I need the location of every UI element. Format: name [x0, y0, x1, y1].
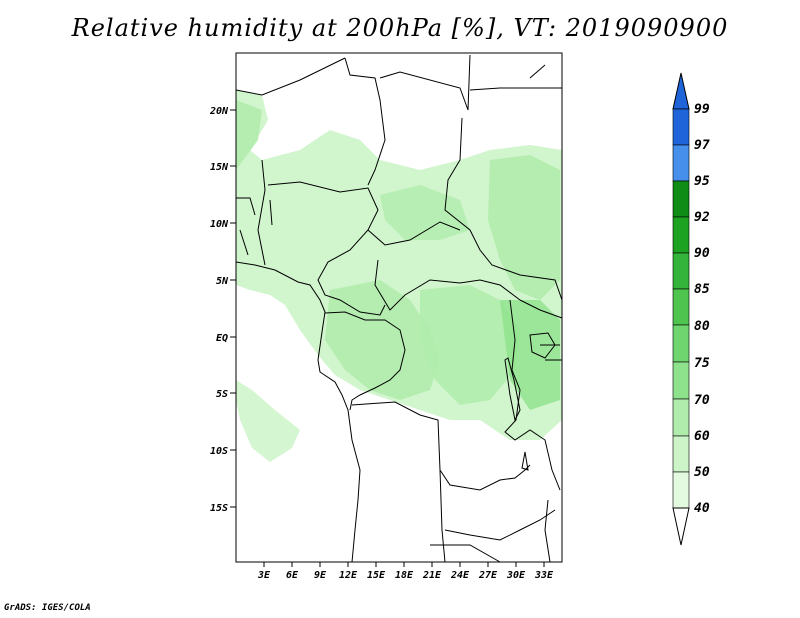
colorbar-segment [672, 252, 690, 290]
colorbar-label: 85 [694, 282, 710, 297]
border-car [367, 221, 521, 311]
border-west-africa-small [236, 197, 273, 256]
humidity-area-east [488, 155, 560, 300]
colorbar-segment [672, 324, 690, 363]
border-great-lakes [504, 299, 561, 491]
lat-tick: 5S [216, 389, 228, 400]
colorbar-segment [672, 180, 690, 218]
colorbar-label: 70 [694, 393, 710, 408]
lat-tick: 10S [210, 446, 228, 457]
colorbar-segment [672, 144, 690, 182]
border-east-africa [519, 299, 563, 361]
colorbar-label: 92 [694, 210, 710, 225]
colorbar-label: 99 [694, 102, 710, 117]
border-nigeria-cameroon [257, 159, 386, 316]
colorbar-label: 50 [694, 465, 710, 480]
lake-victoria [529, 332, 556, 359]
border-southeast [430, 499, 551, 563]
humidity-area-sahel [236, 100, 262, 170]
lon-tick: 9E [314, 570, 327, 581]
colorbar-bottom-arrow [672, 507, 690, 546]
humidity-area-central [420, 285, 520, 405]
humidity-area-congo [325, 280, 440, 400]
lat-tick: 15S [210, 503, 228, 514]
lat-tick: 5N [216, 276, 229, 287]
humidity-fill [236, 90, 562, 462]
colorbar-label: 80 [694, 319, 710, 334]
lake-malawi [521, 451, 529, 471]
lat-axis: 20N 15N 10N 5N EQ 5S 10S 15S [209, 106, 236, 514]
colorbar-label: 75 [694, 356, 710, 371]
colorbar-segment [672, 398, 690, 437]
country-borders [235, 54, 563, 563]
colorbar-segment [672, 435, 690, 473]
lon-tick: 21E [422, 570, 442, 581]
lon-tick: 15E [367, 570, 386, 581]
lake-tanganyika [504, 357, 521, 422]
lon-tick: 12E [339, 570, 358, 581]
colorbar-segment [672, 216, 690, 254]
coastline-west [235, 261, 361, 563]
border-red-sea [469, 64, 562, 91]
lat-tick: 15N [210, 162, 229, 173]
lat-tick: 20N [209, 106, 229, 117]
border-sudan-chad [444, 117, 563, 301]
border-congo-drc [324, 311, 406, 411]
colorbar-label: 40 [694, 501, 710, 516]
lat-tick: EQ [216, 333, 228, 344]
colorbar-segment [672, 108, 690, 146]
colorbar-segment [672, 471, 690, 509]
grads-credit: GrADS: IGES/COLA [4, 603, 91, 613]
humidity-area-west-coast [236, 380, 300, 462]
lon-tick: 3E [257, 570, 271, 581]
lon-tick: 33E [534, 570, 554, 581]
map-title: Relative humidity at 200hPa [%], VT: 201… [71, 14, 729, 42]
lat-tick: 10N [210, 219, 229, 230]
map-frame [235, 52, 563, 563]
lon-tick: 18E [395, 570, 414, 581]
lon-axis: 3E 6E 9E 12E 15E 18E 21E 24E 27E 30E 33E [257, 562, 554, 581]
border-drc-south [351, 401, 531, 491]
colorbar-segment [672, 288, 690, 326]
colorbar-top-arrow [672, 72, 690, 110]
border-angola-zambia [439, 469, 556, 563]
lon-tick: 24E [450, 570, 470, 581]
lon-tick: 27E [478, 570, 498, 581]
humidity-area-north-center [380, 185, 470, 240]
lon-tick: 6E [286, 570, 299, 581]
border-north-sahara [235, 54, 471, 186]
colorbar-segment [672, 361, 690, 400]
lon-tick: 30E [506, 570, 526, 581]
colorbar-label: 97 [694, 138, 710, 153]
colorbar-label: 60 [694, 429, 710, 444]
colorbar: 99 97 95 92 90 85 80 75 70 60 50 40 [672, 72, 710, 546]
colorbar-label: 90 [694, 246, 710, 261]
colorbar-label: 95 [694, 174, 710, 189]
